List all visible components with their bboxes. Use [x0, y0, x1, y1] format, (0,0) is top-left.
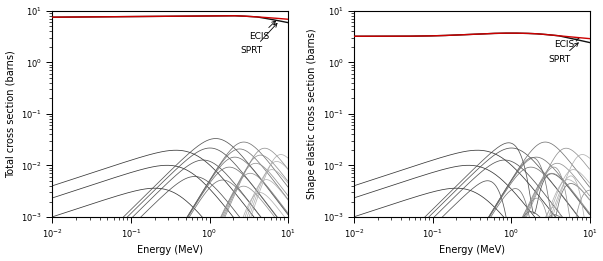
Y-axis label: Total cross section (barns): Total cross section (barns)	[5, 50, 16, 178]
Text: ECIS: ECIS	[554, 38, 579, 49]
X-axis label: Energy (MeV): Energy (MeV)	[439, 245, 505, 256]
Text: ECIS: ECIS	[249, 21, 276, 41]
Text: SPRT: SPRT	[241, 23, 277, 55]
Text: SPRT: SPRT	[549, 43, 578, 64]
X-axis label: Energy (MeV): Energy (MeV)	[137, 245, 203, 256]
Y-axis label: Shape elastic cross section (barns): Shape elastic cross section (barns)	[307, 29, 317, 199]
